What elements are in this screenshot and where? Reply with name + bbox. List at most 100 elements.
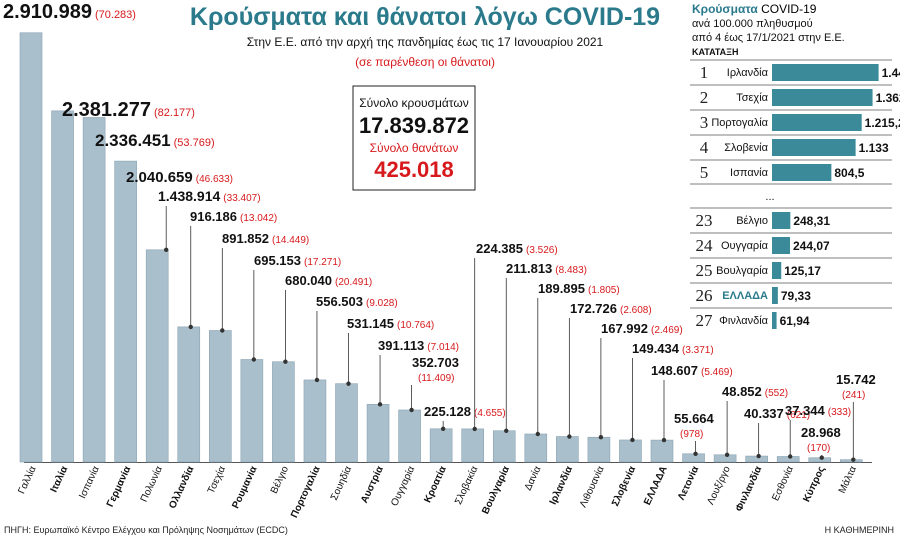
category-label: Σλοβενία (610, 464, 638, 508)
deaths-label: (3.371) (682, 345, 714, 356)
leader-dot (314, 377, 320, 383)
leader-dot (630, 437, 635, 443)
value-label: 172.726 (2.608) (570, 301, 652, 316)
value-label: 916.186 (13.042) (190, 209, 277, 224)
rank-number: 23 (696, 211, 713, 230)
ranking-rows: 1 Ιρλανδία 1.444,4 2 Τσεχία 1.362,8 3Πορτογαλί… (690, 59, 900, 330)
deaths-note: (σε παρένθεση οι θάνατοι) (355, 55, 495, 69)
rank-bar (772, 114, 862, 131)
rank-number: 27 (696, 311, 714, 330)
cases-label: 148.607 (651, 363, 698, 378)
cases-label: 15.742 (836, 372, 876, 387)
category-label: Αυστρία (359, 464, 386, 505)
rank-value: 1.133 (859, 141, 889, 155)
rank-bar (772, 164, 832, 181)
deaths-label: (53.769) (174, 137, 215, 149)
category-label: ΕΛΛΑΔΑ (642, 465, 670, 507)
total-cases-label: Σύνολο κρουσμάτων (359, 96, 469, 110)
bar-2 (51, 110, 74, 463)
deaths-label: (20.491) (335, 277, 372, 288)
category-label: Ιρλανδία (548, 464, 576, 507)
cases-label: 167.992 (601, 321, 648, 336)
bar-1 (19, 32, 43, 463)
deaths-label: (11.409) (418, 373, 455, 384)
rank-ellipsis: ... (765, 191, 774, 203)
value-label: 680.040 (20.491) (285, 273, 372, 288)
ranking-title-bold: Κρούσματα (692, 2, 758, 16)
rank-number: 3 (700, 113, 709, 132)
category-label: Λιθουανία (577, 464, 607, 509)
rank-number: 1 (700, 63, 709, 82)
cases-label: 37.344 (785, 403, 826, 418)
deaths-label: (8.483) (555, 265, 587, 276)
category-label: Φινλανδία (734, 464, 765, 514)
value-label: 352.703 (412, 355, 459, 370)
cases-label: 2.381.277 (62, 99, 151, 121)
value-label: 211.813 (8.483) (506, 261, 587, 276)
rank-country: ΕΛΛΑΔΑ (722, 290, 768, 302)
bar-15 (461, 428, 485, 463)
value-label: 48.852 (552) (722, 384, 788, 399)
cases-label: 55.664 (674, 411, 715, 426)
category-label: Ρουμανία (230, 464, 259, 511)
value-label: 224.385 (3.526) (476, 241, 558, 256)
category-label: Σουηδία (328, 464, 354, 502)
bar-17 (524, 433, 548, 463)
deaths-label: (9.028) (366, 298, 398, 309)
rank-country: Σλοβενία (724, 142, 768, 154)
cases-label: 891.852 (222, 231, 269, 246)
bar-20 (619, 439, 642, 463)
category-label: Μάλτα (836, 464, 859, 495)
rank-number: 26 (696, 286, 713, 305)
leader-dot (346, 381, 351, 386)
category-label: Βουλγαρία (480, 464, 512, 516)
leader-dot (220, 328, 225, 333)
cases-label: 556.503 (316, 294, 363, 309)
rank-bar (772, 287, 778, 304)
cases-label: 1.438.914 (158, 188, 220, 204)
bar-5 (145, 249, 169, 463)
rank-country: Βέλγιο (736, 215, 768, 227)
cases-label: 40.337 (744, 406, 784, 421)
leader-dot (504, 428, 509, 433)
category-label: Εσθονία (769, 464, 796, 503)
leader-dot (661, 437, 667, 443)
total-deaths-value: 425.018 (374, 157, 454, 182)
leader-dot (440, 426, 446, 432)
leader-dot (567, 434, 572, 439)
cases-label: 2.040.659 (126, 169, 193, 186)
rank-value: 248,31 (793, 214, 830, 228)
rank-country: Ισπανία (730, 167, 769, 179)
value-label: 225.128 (4.655) (424, 404, 506, 419)
category-label: Δανία (522, 464, 544, 492)
bar-11 (335, 383, 358, 463)
rank-value: 125,17 (784, 264, 821, 278)
cases-label: 695.153 (254, 253, 301, 268)
cases-label: 28.968 (801, 425, 841, 440)
deaths-label: (82.177) (154, 107, 195, 119)
chart-title: Κρούσματα και θάνατοι λόγω COVID-19 (190, 3, 660, 31)
value-label: 189.895 (1.805) (538, 281, 620, 296)
bar-14 (429, 428, 453, 463)
deaths-label: (14.449) (272, 235, 309, 246)
value-label: 40.337 (621) (744, 406, 810, 421)
rank-value: 804,5 (834, 166, 864, 180)
cases-label: 149.434 (632, 341, 680, 356)
cases-label: 352.703 (412, 355, 459, 370)
deaths-label: (621) (787, 410, 810, 421)
value-label: 531.145 (10.764) (347, 316, 434, 331)
deaths-label: (10.764) (397, 320, 434, 331)
deaths-label: (5.469) (701, 367, 733, 378)
deaths-label: (3.526) (526, 245, 558, 256)
bar-23 (713, 454, 737, 463)
value-label: 2.336.451 (53.769) (95, 131, 215, 150)
leader-dot (251, 357, 257, 362)
deaths-label: (33.407) (223, 193, 260, 204)
rank-country: Βουλγαρία (716, 265, 769, 277)
category-label: Ιταλία (49, 464, 71, 494)
rank-country: Ιρλανδία (727, 67, 769, 79)
total-deaths-label: Σύνολο θανάτων (370, 141, 459, 155)
ranking-subtitle: ανά 100.000 πληθυσμού από 4 έως 17/1/2021… (692, 18, 845, 44)
bar-8 (240, 359, 264, 463)
rank-bar (772, 262, 782, 279)
